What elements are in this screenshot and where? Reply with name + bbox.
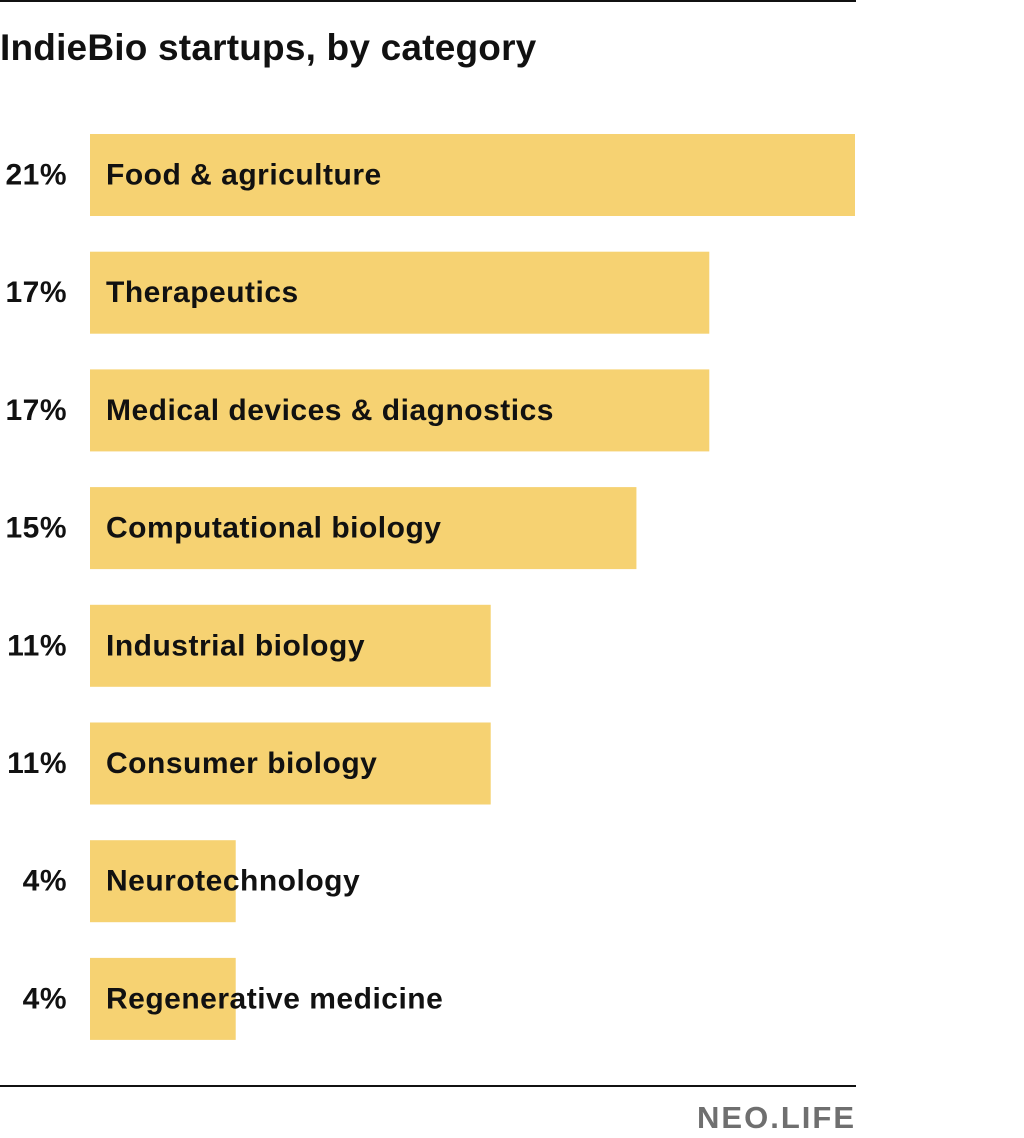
bar-group-industrial-biology: 11% Industrial biology [7,604,491,687]
bar-industrial-biology [90,604,491,687]
value-label-food-and-agriculture: 21% [5,159,67,192]
top-rule [0,0,856,2]
category-label-therapeutics: Therapeutics [106,276,299,309]
bar-group-therapeutics: 17% Therapeutics [5,251,710,334]
bar-group-regenerative-medicine: 4% Regenerative medicine [23,957,443,1040]
chart-title: IndieBio startups, by category [0,27,537,68]
bar-group-computational-biology: 15% Computational biology [5,487,637,570]
bottom-rule [0,1085,856,1087]
bar-medical-devices-and-diagnostics [90,369,710,452]
value-label-industrial-biology: 11% [7,629,67,662]
value-label-computational-biology: 15% [5,512,67,545]
bar-group-food-and-agriculture: 21% Food & agriculture [5,134,855,216]
value-label-regenerative-medicine: 4% [23,982,67,1015]
bar-consumer-biology [90,722,491,805]
bar-group-neurotechnology: 4% Neurotechnology [23,840,360,923]
value-label-consumer-biology: 11% [7,747,67,780]
brand-logo: NEO.LIFE [697,1100,856,1135]
value-label-medical-devices-and-diagnostics: 17% [5,394,67,427]
bar-regenerative-medicine [90,957,236,1040]
bar-group-consumer-biology: 11% Consumer biology [7,722,491,805]
value-label-neurotechnology: 4% [23,865,67,898]
category-label-neurotechnology: Neurotechnology [106,865,360,898]
category-label-consumer-biology: Consumer biology [106,747,377,780]
bar-therapeutics [90,251,710,334]
category-label-regenerative-medicine: Regenerative medicine [106,982,443,1015]
bar-computational-biology [90,487,637,570]
category-label-computational-biology: Computational biology [106,512,441,545]
category-label-food-and-agriculture: Food & agriculture [106,159,382,192]
category-label-industrial-biology: Industrial biology [106,629,365,662]
bar-neurotechnology [90,840,236,923]
bar-chart: 21% Food & agriculture 17% Therapeutics 17% M… [5,134,855,1040]
category-label-medical-devices-and-diagnostics: Medical devices & diagnostics [106,394,554,427]
value-label-therapeutics: 17% [5,276,67,309]
bar-food-and-agriculture [90,134,855,216]
bar-group-medical-devices-and-diagnostics: 17% Medical devices & diagnostics [5,369,710,452]
